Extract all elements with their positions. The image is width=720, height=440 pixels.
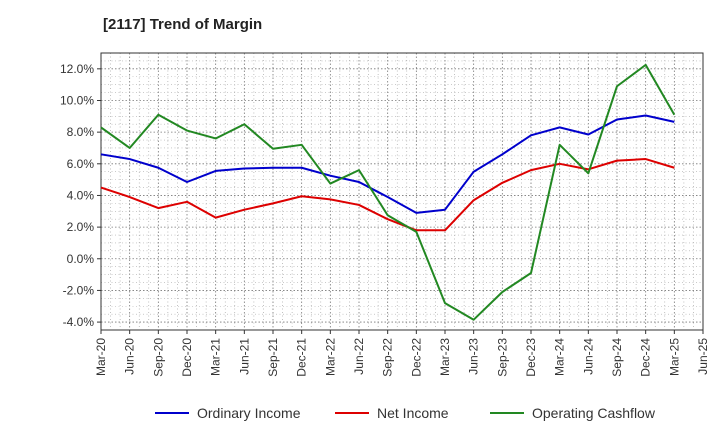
x-tick-label: Dec-24 [639,338,653,377]
legend-item-net-income: Net Income [335,405,449,421]
axes [100,52,704,331]
x-tick-label: Sep-24 [610,338,624,377]
y-tick-label: -4.0% [63,315,95,329]
x-tick-label: Mar-22 [323,338,337,376]
x-tick-label: Mar-24 [553,338,567,376]
x-tick-labels: Mar-20 Jun-20 Sep-20 Dec-20 Mar-21 Jun-21 Sep-… [94,330,710,377]
series-line-net-income [100,158,675,232]
x-tick-label: Jun-24 [581,338,595,375]
y-tick-labels: -4.0% -2.0% 0.0% 2.0% 4.0% 6.0% 8.0% 10.0% 12.0% [60,62,101,329]
y-tick-label: 8.0% [67,125,95,139]
y-tick-label: -2.0% [63,283,95,297]
legend-label: Ordinary Income [197,405,301,421]
legend-swatch [490,412,524,414]
x-tick-label: Mar-23 [438,338,452,376]
series-line-ordinary-income [100,114,675,214]
grid [100,52,704,331]
legend-item-ordinary-income: Ordinary Income [155,405,300,421]
x-tick-label: Dec-23 [524,338,538,377]
x-tick-label: Sep-20 [151,338,165,377]
legend: Ordinary Income Net Income Operating Cashf… [0,405,720,425]
x-tick-label: Jun-21 [237,338,251,375]
y-tick-label: 12.0% [60,62,94,76]
x-tick-label: Jun-25 [696,338,710,375]
x-tick-label: Jun-23 [467,338,481,375]
x-tick-label: Jun-20 [123,338,137,375]
plot-frame [100,52,704,331]
series-line-operating-cashflow [100,63,676,321]
x-tick-label: Sep-23 [495,338,509,377]
x-tick-label: Dec-20 [180,338,194,377]
x-tick-label: Mar-20 [94,338,108,376]
x-tick-label: Dec-21 [295,338,309,377]
x-tick-label: Sep-22 [381,338,395,377]
y-tick-label: 0.0% [67,252,95,266]
x-tick-label: Jun-22 [352,338,366,375]
legend-swatch [155,412,189,414]
y-tick-label: 2.0% [67,220,95,234]
chart-title: [2117] Trend of Margin [103,16,263,33]
x-tick-label: Sep-21 [266,338,280,377]
x-tick-label: Mar-21 [209,338,223,376]
legend-label: Operating Cashflow [532,405,655,421]
y-tick-label: 4.0% [67,188,95,202]
y-tick-label: 6.0% [67,157,95,171]
legend-swatch [335,412,369,414]
series-lines [100,63,676,321]
x-tick-label: Dec-22 [409,338,423,377]
x-tick-label: Mar-25 [667,338,681,376]
legend-label: Net Income [377,405,449,421]
y-tick-label: 10.0% [60,93,94,107]
legend-item-operating-cashflow: Operating Cashflow [490,405,655,421]
